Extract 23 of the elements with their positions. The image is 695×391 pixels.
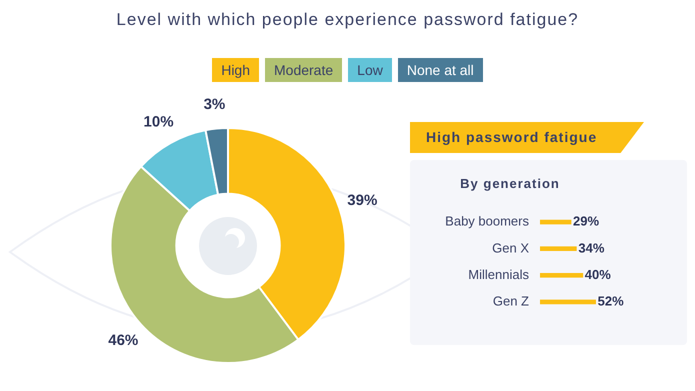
data-label: 10%	[144, 113, 174, 130]
data-label: 3%	[204, 96, 226, 113]
data-label: 52%	[598, 293, 624, 308]
bar	[540, 246, 577, 252]
data-label: 29%	[573, 214, 600, 229]
data-label: 34%	[578, 240, 605, 256]
legend-label: None at all	[406, 58, 483, 82]
legend-label: Moderate	[274, 58, 342, 82]
data-label: 40%	[584, 266, 612, 282]
bar	[540, 300, 596, 304]
chart-subtitle: By generation	[459, 176, 561, 191]
chart-title: Level with which people experience password fatigue?	[115, 10, 580, 30]
y-tick-label: Millennials	[468, 266, 530, 282]
y-tick-label: Gen X	[492, 240, 530, 256]
data-label: 46%	[108, 332, 138, 349]
y-tick-label: Baby boomers	[445, 214, 530, 229]
chart-title: High password fatigue	[410, 122, 644, 153]
bar	[540, 272, 584, 278]
data-label: 39%	[347, 192, 378, 210]
legend-label: Low	[357, 58, 392, 82]
legend-label: High	[221, 58, 259, 82]
y-tick-label: Gen Z	[492, 293, 530, 308]
bar	[540, 220, 572, 224]
